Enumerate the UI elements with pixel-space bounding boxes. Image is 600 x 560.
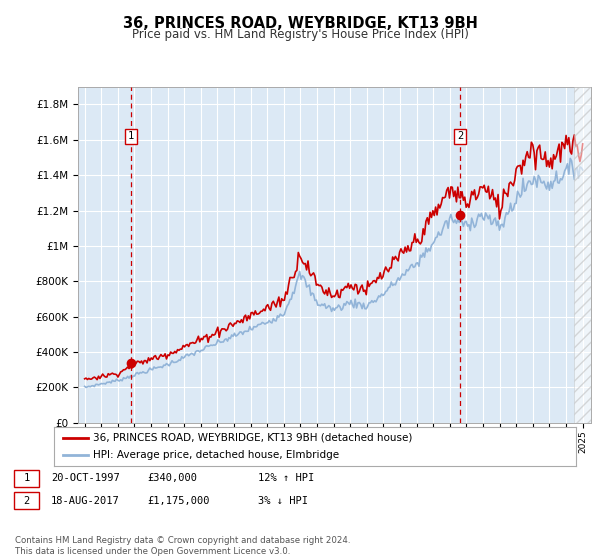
Text: 36, PRINCES ROAD, WEYBRIDGE, KT13 9BH (detached house): 36, PRINCES ROAD, WEYBRIDGE, KT13 9BH (d… <box>93 433 413 443</box>
Text: 2: 2 <box>457 131 463 141</box>
Text: £1,175,000: £1,175,000 <box>147 496 209 506</box>
Text: 2: 2 <box>23 496 29 506</box>
Text: 1: 1 <box>23 473 29 483</box>
Text: Contains HM Land Registry data © Crown copyright and database right 2024.
This d: Contains HM Land Registry data © Crown c… <box>15 536 350 556</box>
Text: 36, PRINCES ROAD, WEYBRIDGE, KT13 9BH: 36, PRINCES ROAD, WEYBRIDGE, KT13 9BH <box>122 16 478 31</box>
Text: 18-AUG-2017: 18-AUG-2017 <box>51 496 120 506</box>
Text: HPI: Average price, detached house, Elmbridge: HPI: Average price, detached house, Elmb… <box>93 450 339 460</box>
Text: 20-OCT-1997: 20-OCT-1997 <box>51 473 120 483</box>
Text: Price paid vs. HM Land Registry's House Price Index (HPI): Price paid vs. HM Land Registry's House … <box>131 28 469 41</box>
Text: £340,000: £340,000 <box>147 473 197 483</box>
Text: 12% ↑ HPI: 12% ↑ HPI <box>258 473 314 483</box>
Text: 1: 1 <box>128 131 134 141</box>
Bar <box>574 87 593 423</box>
Text: 3% ↓ HPI: 3% ↓ HPI <box>258 496 308 506</box>
